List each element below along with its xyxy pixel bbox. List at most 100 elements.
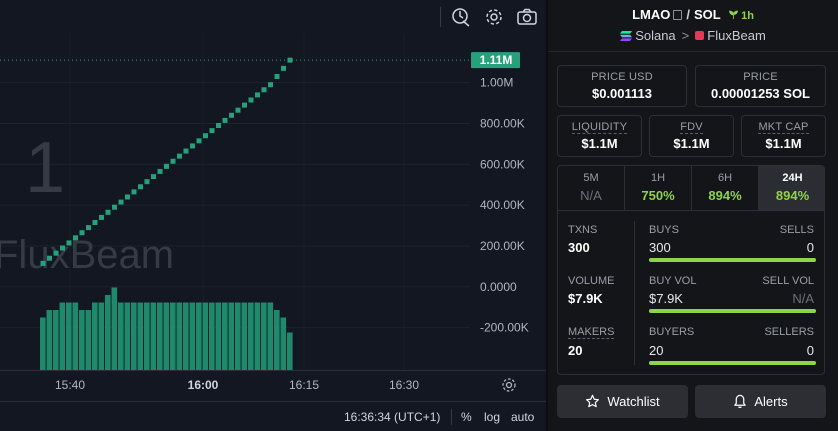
makers-label[interactable]: MAKERS: [568, 326, 615, 339]
market-cap-value: $1.1M: [765, 136, 802, 151]
volume-bar: [85, 310, 92, 370]
makers-value: 20: [568, 343, 583, 358]
price-point: [125, 194, 130, 200]
volume-bar: [261, 302, 267, 370]
price-point: [229, 112, 234, 118]
price-point: [131, 189, 137, 195]
sells-value: 0: [806, 240, 814, 255]
tab-5m[interactable]: 5M N/A: [558, 166, 625, 210]
pair-title: LMAO / SOL 1h: [548, 7, 838, 22]
buys-label: BUYS: [649, 224, 679, 236]
price-point: [183, 148, 189, 154]
buy-vol-fill: [649, 309, 816, 313]
volume-bar: [222, 302, 228, 370]
price-point: [86, 225, 91, 231]
tab-1h[interactable]: 1H 750%: [625, 166, 692, 210]
price-point: [209, 128, 215, 134]
time-axis[interactable]: 15:40 16:00 16:15 16:30: [0, 370, 546, 400]
log-scale-button[interactable]: log: [484, 410, 501, 424]
replay-icon[interactable]: [450, 6, 472, 28]
pair-age: 1h: [741, 10, 754, 22]
quote-symbol: SOL: [693, 7, 721, 22]
volume-bar: [66, 302, 72, 370]
volume-bar: [248, 302, 254, 370]
price-point: [53, 250, 59, 256]
chart-pane[interactable]: 1 FluxBeam 1.00M 800.00K 600.00K 400.00K 200…: [0, 0, 546, 431]
chain-breadcrumb: Solana > FluxBeam: [548, 28, 838, 43]
price-native-card: PRICE 0.00001253 SOL: [695, 65, 826, 107]
volume-label: VOLUME: [568, 275, 615, 287]
price-point: [47, 255, 52, 261]
gear-icon[interactable]: [483, 6, 505, 28]
volume-bar: [209, 302, 215, 370]
volume-bar: [46, 310, 53, 370]
base-symbol: LMAO: [632, 7, 671, 22]
price-axis[interactable]: 1.00M 800.00K 600.00K 400.00K 200.00K 0.0000 -…: [480, 76, 529, 335]
axis-settings-icon[interactable]: [500, 376, 518, 394]
price-series: [40, 57, 293, 266]
watchlist-button[interactable]: Watchlist: [557, 385, 688, 418]
time-tick-label: 16:00: [187, 378, 219, 392]
chain-link[interactable]: Solana: [635, 28, 676, 43]
volume-bar: [59, 302, 66, 370]
price-usd-value: $0.001113: [591, 86, 653, 101]
tab-6h-label: 6H: [717, 172, 733, 184]
volume-bar: [196, 302, 202, 370]
price-point: [170, 158, 176, 164]
price-tick-label: -200.00K: [480, 321, 529, 335]
sell-vol-label: SELL VOL: [762, 275, 814, 287]
chevron-right-icon: >: [681, 28, 690, 43]
volume-bar: [189, 302, 196, 370]
percent-scale-button[interactable]: %: [461, 410, 472, 424]
alerts-label: Alerts: [754, 394, 788, 409]
volume-bar: [215, 302, 222, 370]
fdv-card: FDV $1.1M: [649, 115, 734, 157]
dex-link[interactable]: FluxBeam: [707, 28, 766, 43]
price-point: [268, 82, 273, 88]
volume-bar: [92, 302, 98, 370]
volume-bar: [111, 287, 118, 370]
tab-1h-label: 1H: [650, 172, 666, 184]
price-usd-card: PRICE USD $0.001113: [557, 65, 687, 107]
volume-bar: [137, 302, 144, 370]
sellers-value: 0: [806, 343, 814, 358]
price-usd-label: PRICE USD: [591, 71, 653, 83]
camera-icon[interactable]: [516, 6, 538, 28]
volume-bar: [228, 302, 235, 370]
volume-bar: [170, 302, 176, 370]
price-point: [157, 168, 163, 174]
toolbar-separator: [440, 7, 441, 27]
market-cap-label[interactable]: MKT CAP: [758, 121, 809, 134]
liquidity-card: LIQUIDITY $1.1M: [557, 115, 642, 157]
market-cap-card: MKT CAP $1.1M: [741, 115, 826, 157]
price-point: [118, 199, 124, 205]
tab-5m-label: 5M: [583, 172, 599, 184]
volume-bar: [118, 302, 124, 370]
chart-clock[interactable]: 16:36:34 (UTC+1): [344, 410, 441, 424]
price-point: [274, 74, 280, 80]
buyers-fill: [649, 361, 816, 365]
time-tick-label: 15:40: [54, 378, 86, 392]
volume-bar: [150, 302, 157, 370]
fdv-label[interactable]: FDV: [680, 121, 703, 134]
alerts-button[interactable]: Alerts: [695, 385, 826, 418]
liquidity-value: $1.1M: [581, 136, 618, 151]
price-point: [222, 117, 228, 123]
price-chart[interactable]: 1 FluxBeam 1.00M 800.00K 600.00K 400.00K 200…: [0, 0, 546, 370]
price-point: [105, 209, 111, 215]
volume-bar: [280, 317, 287, 370]
pane-divider[interactable]: [546, 0, 548, 431]
volume-bar: [202, 302, 209, 370]
txns-value: 300: [568, 240, 590, 255]
watchlist-label: Watchlist: [607, 394, 660, 409]
copy-icon[interactable]: [673, 10, 683, 20]
sells-label: SELLS: [779, 224, 814, 236]
price-tick-label: 600.00K: [480, 157, 525, 171]
price-point: [112, 204, 117, 210]
auto-scale-button[interactable]: auto: [511, 410, 535, 424]
tab-24h[interactable]: 24H 894%: [759, 166, 824, 210]
price-tick-label: 800.00K: [480, 116, 525, 130]
liquidity-label[interactable]: LIQUIDITY: [571, 121, 628, 134]
tab-6h[interactable]: 6H 894%: [692, 166, 759, 210]
volume-bar: [176, 302, 183, 370]
